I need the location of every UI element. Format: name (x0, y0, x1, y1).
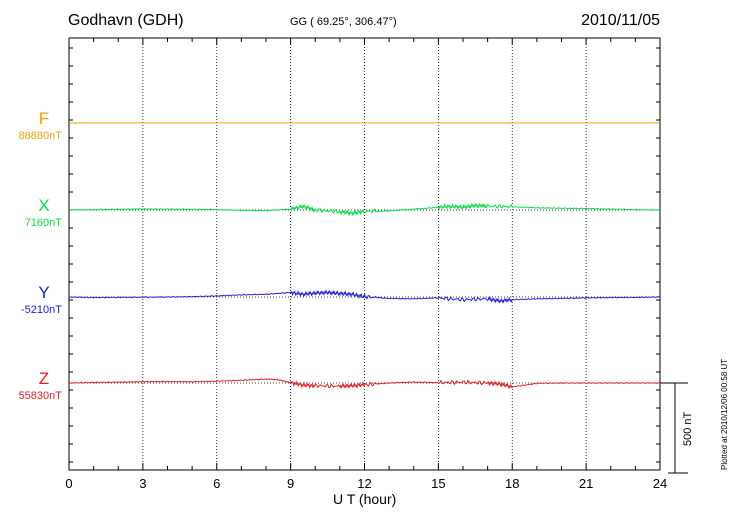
plotted-timestamp: Plotted at 2010/12/06 00:58 UT (720, 358, 729, 470)
scale-bar-label: 500 nT (682, 411, 694, 446)
channel-z-label: Z (38, 369, 50, 388)
channel-x-baseline: 7160nT (24, 217, 62, 229)
channel-f-label: F (38, 109, 50, 128)
x-tick-label-9: 9 (287, 476, 294, 491)
channel-y-baseline: -5210nT (21, 304, 62, 316)
x-tick-label-6: 6 (213, 476, 220, 491)
channel-y-label: Y (38, 283, 50, 302)
series-y-line (68, 289, 661, 304)
series-x-line (68, 202, 661, 217)
x-tick-label-24: 24 (653, 476, 667, 491)
channel-z-baseline: 55830nT (18, 390, 62, 402)
x-tick-label-15: 15 (431, 476, 445, 491)
station-title: Godhavn (GDH) (68, 12, 184, 29)
channel-x-label: X (38, 196, 50, 215)
station-coordinates: GG ( 69.25°, 306.47°) (290, 16, 397, 28)
x-tick-label-18: 18 (505, 476, 519, 491)
x-axis-label: U T (hour) (333, 491, 397, 507)
x-tick-label-21: 21 (579, 476, 593, 491)
series-z-line (68, 378, 661, 390)
x-tick-label-12: 12 (357, 476, 371, 491)
x-tick-label-0: 0 (65, 476, 72, 491)
x-tick-label-3: 3 (139, 476, 146, 491)
channel-f-baseline: 88880nT (18, 130, 62, 142)
plot-date: 2010/11/05 (581, 12, 660, 29)
